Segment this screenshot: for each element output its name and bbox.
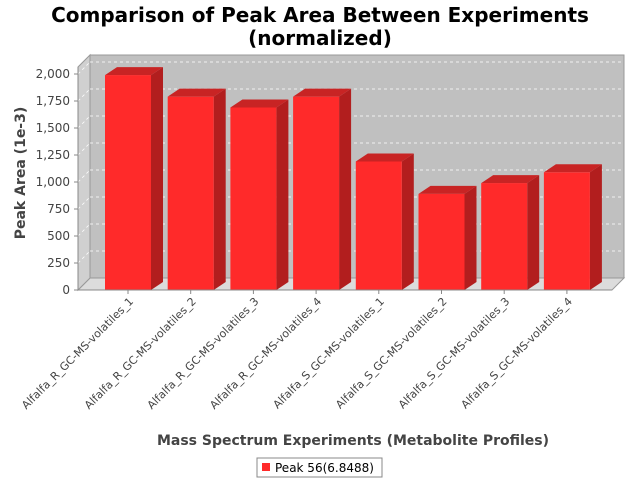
bar-top: [355, 153, 414, 162]
bar-side: [464, 185, 477, 290]
bar: [481, 175, 540, 290]
bar-top: [230, 99, 289, 108]
bar-front: [355, 161, 402, 290]
bar: [355, 153, 414, 290]
grid-line-side: [77, 142, 91, 156]
bar-front: [105, 75, 151, 290]
grid-line-side: [77, 88, 91, 102]
grid-line-side: [77, 169, 91, 183]
bar-top: [293, 88, 352, 97]
bar-side: [213, 88, 226, 291]
grid-line-side: [77, 196, 91, 210]
legend-swatch: [262, 463, 270, 471]
chart-title-line-2: (normalized): [248, 26, 392, 50]
y-tick-label: 0: [62, 283, 70, 297]
bar-top: [105, 67, 163, 76]
y-tick-label: 1,250: [36, 148, 70, 162]
y-tick-label: 2,000: [36, 67, 70, 81]
bar: [167, 88, 226, 291]
bar-top: [418, 185, 477, 194]
bar-front: [167, 96, 214, 291]
bar-side: [339, 88, 352, 291]
legend-entry-label: Peak 56(6.8488): [275, 461, 374, 475]
grid-line-side: [77, 250, 91, 264]
chart-title-line-1: Comparison of Peak Area Between Experime…: [51, 3, 589, 27]
x-tick-label: Alfalfa_R_GC-MS-volatiles_2: [82, 295, 199, 412]
x-axis: Alfalfa_R_GC-MS-volatiles_1Alfalfa_R_GC-…: [19, 289, 612, 412]
bar-side: [589, 164, 602, 290]
bar-front: [293, 96, 340, 291]
bars: [105, 67, 602, 291]
grid-line-side: [77, 61, 91, 75]
bar-side: [276, 99, 289, 290]
y-axis-label: Peak Area (1e-3): [13, 107, 29, 240]
bar: [105, 67, 163, 290]
x-tick-label: Alfalfa_S_GC-MS-volatiles_3: [396, 295, 512, 411]
bar: [418, 185, 477, 290]
bar-front: [481, 183, 528, 290]
bar-side: [527, 175, 540, 290]
x-tick-label: Alfalfa_R_GC-MS-volatiles_1: [19, 295, 136, 412]
y-tick-label: 1,500: [36, 121, 70, 135]
bar-top: [481, 175, 540, 184]
legend: Peak 56(6.8488): [256, 457, 383, 478]
x-axis-label: Mass Spectrum Experiments (Metabolite Pr…: [157, 433, 549, 449]
bar-front: [543, 172, 590, 290]
bar: [293, 88, 352, 291]
y-tick-label: 750: [47, 202, 70, 216]
x-tick-label: Alfalfa_R_GC-MS-volatiles_3: [145, 295, 262, 412]
grid-line-side: [77, 223, 91, 237]
y-tick-label: 500: [47, 229, 70, 243]
bar-side: [151, 67, 163, 290]
bar-top: [543, 164, 602, 173]
y-tick-label: 250: [47, 256, 70, 270]
bar: [230, 99, 289, 290]
x-tick-label: Alfalfa_R_GC-MS-volatiles_4: [207, 295, 324, 412]
x-tick-label: Alfalfa_S_GC-MS-volatiles_1: [271, 295, 387, 411]
y-tick-label: 1,750: [36, 94, 70, 108]
grid-line-side: [77, 115, 91, 129]
y-tick-label: 1,000: [36, 175, 70, 189]
bar: [543, 164, 602, 290]
bar-top: [167, 88, 226, 97]
legend-box: [256, 457, 383, 478]
bar-front: [418, 193, 465, 290]
y-axis: 0 250 500 750 1,000 1,250 1,500 1,750 2,000: [36, 67, 79, 297]
x-tick-label: Alfalfa_S_GC-MS-volatiles_4: [459, 295, 575, 411]
bar-side: [401, 153, 414, 290]
bar-front: [230, 107, 277, 290]
x-tick-label: Alfalfa_S_GC-MS-volatiles_2: [333, 295, 449, 411]
